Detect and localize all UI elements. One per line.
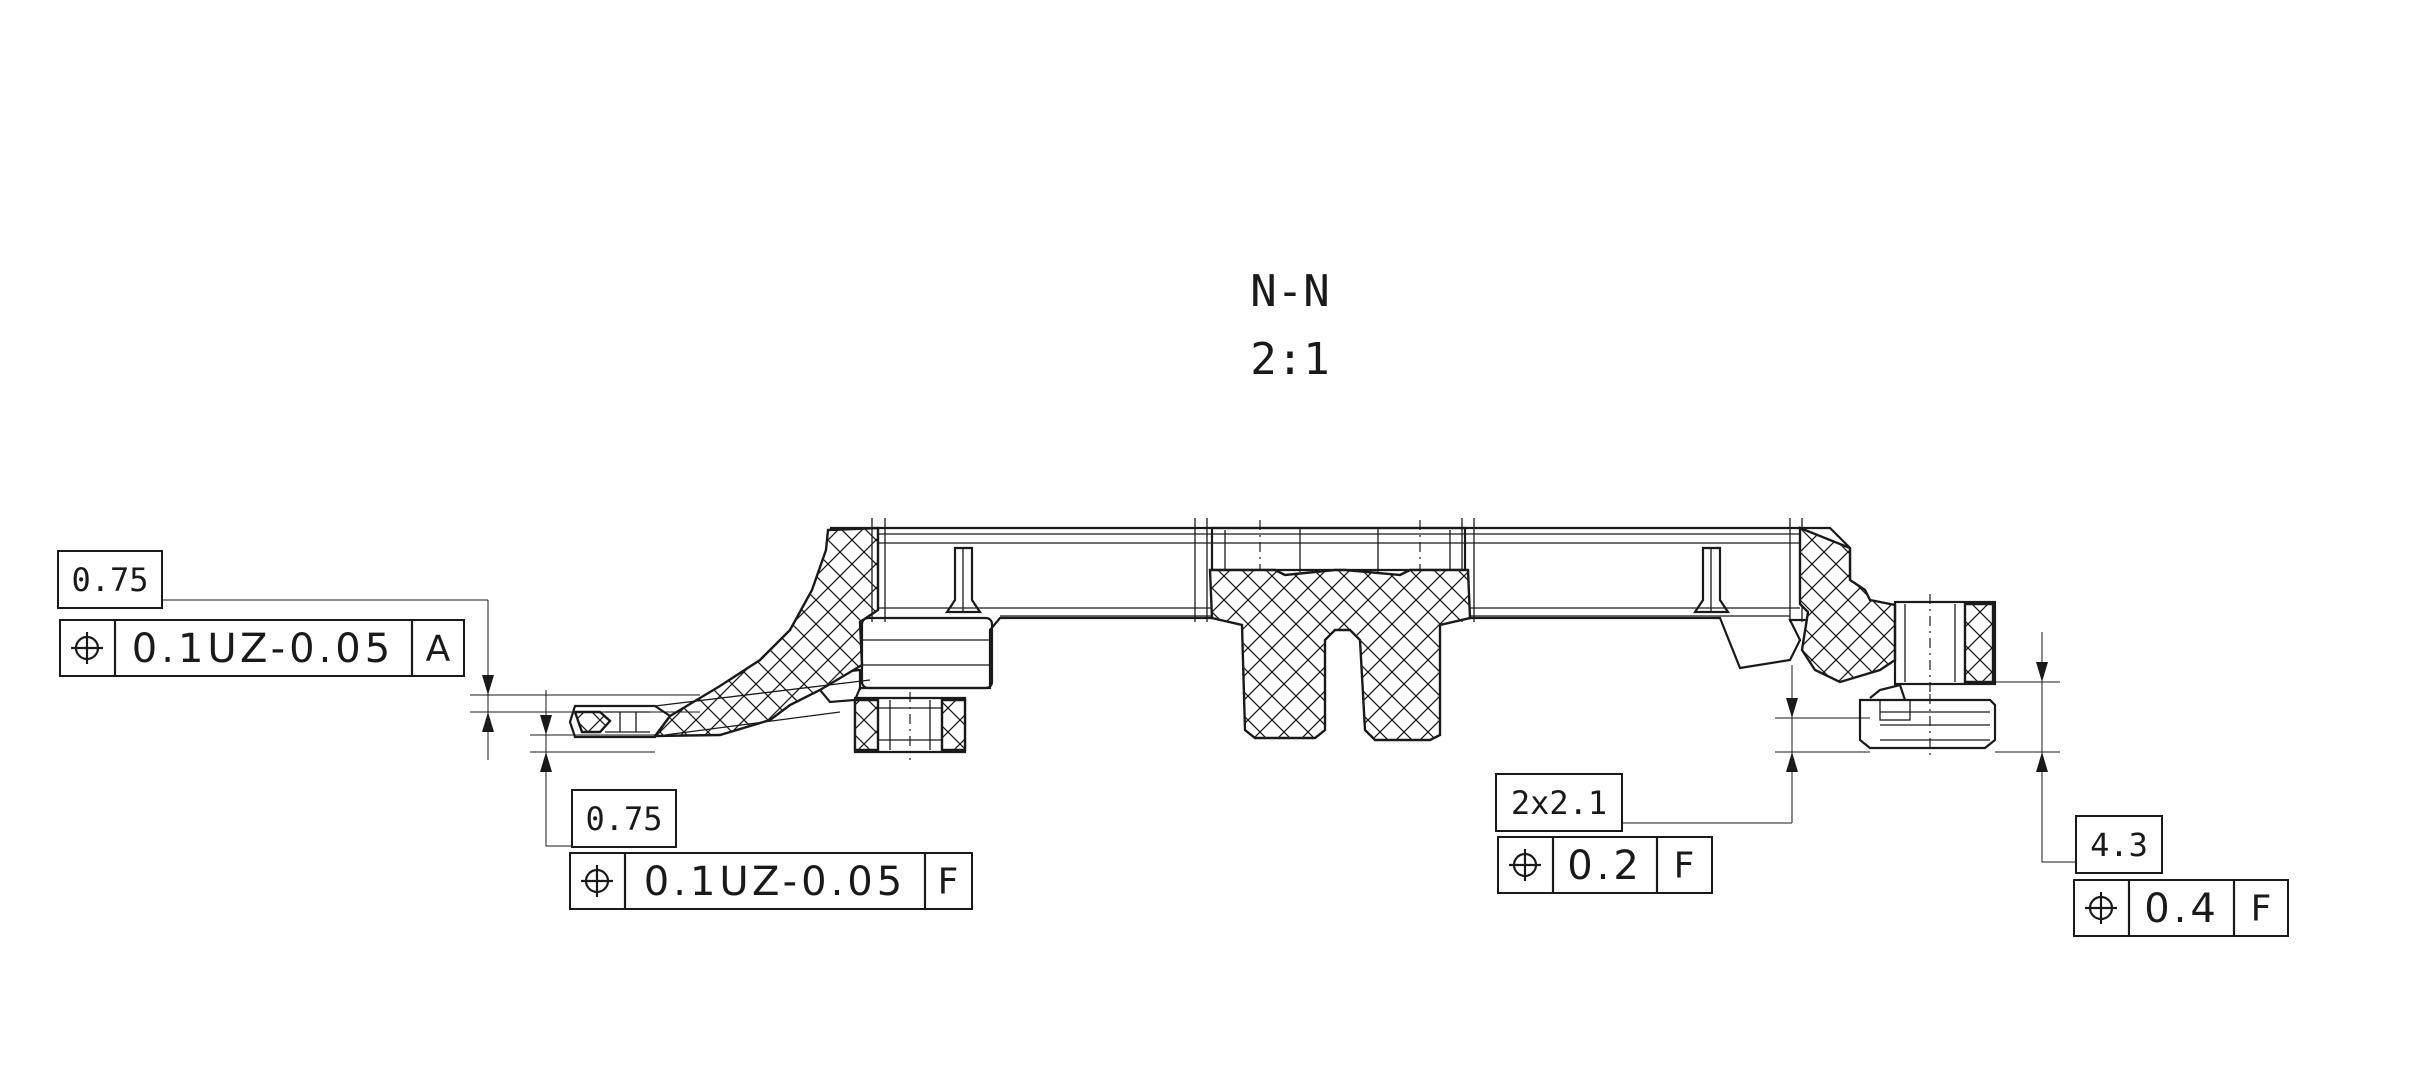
tolerance-value: 0.2 xyxy=(1567,843,1643,889)
tolerance-value: 0.1UZ-0.05 xyxy=(132,626,394,672)
scale-label: 2:1 xyxy=(1250,334,1329,385)
datum-reference: F xyxy=(1674,846,1695,887)
position-icon xyxy=(1509,849,1541,881)
position-icon xyxy=(71,632,103,664)
position-icon xyxy=(581,865,613,897)
callout-right-end: 4.3 0.4 F xyxy=(2073,815,2289,937)
datum-reference: A xyxy=(426,629,451,670)
section-label: N-N xyxy=(1250,266,1329,317)
basic-dimension: 2x2.1 xyxy=(1511,784,1607,822)
callout-left-top: 0.75 0.1UZ-0.05 A xyxy=(57,550,465,677)
datum-reference: F xyxy=(2251,889,2272,930)
part-section xyxy=(568,518,1997,760)
callout-left-bottom: 0.75 0.1UZ-0.05 F xyxy=(569,789,973,910)
tolerance-value: 0.4 xyxy=(2144,886,2220,932)
basic-dimension: 0.75 xyxy=(585,800,662,838)
basic-dimension: 4.3 xyxy=(2090,826,2148,864)
datum-reference: F xyxy=(938,862,959,903)
position-icon xyxy=(2085,892,2117,924)
basic-dimension: 0.75 xyxy=(71,561,148,599)
callout-right-middle: 2x2.1 0.2 F xyxy=(1495,773,1713,894)
dimension-lines xyxy=(160,599,2078,863)
tolerance-value: 0.1UZ-0.05 xyxy=(644,859,906,905)
